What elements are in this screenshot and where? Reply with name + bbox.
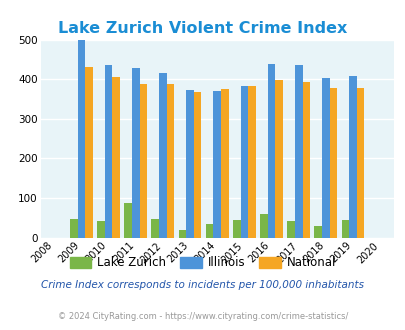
Bar <box>166 84 174 238</box>
Bar <box>70 218 77 238</box>
Bar <box>186 90 193 238</box>
Bar <box>341 220 348 238</box>
Bar <box>267 64 275 238</box>
Bar <box>193 92 201 238</box>
Bar <box>139 84 147 238</box>
Bar <box>213 91 220 238</box>
Bar <box>314 226 321 238</box>
Bar <box>302 82 309 238</box>
Text: © 2024 CityRating.com - https://www.cityrating.com/crime-statistics/: © 2024 CityRating.com - https://www.city… <box>58 312 347 321</box>
Bar <box>159 73 166 238</box>
Text: Crime Index corresponds to incidents per 100,000 inhabitants: Crime Index corresponds to incidents per… <box>41 280 364 290</box>
Bar <box>205 224 213 238</box>
Bar <box>77 40 85 238</box>
Bar <box>240 86 247 238</box>
Bar <box>275 81 282 238</box>
Bar <box>356 87 364 238</box>
Bar <box>132 68 139 238</box>
Bar <box>348 76 356 238</box>
Bar <box>329 87 337 238</box>
Bar <box>220 89 228 238</box>
Bar <box>85 67 92 238</box>
Bar <box>287 221 294 238</box>
Bar <box>232 220 240 238</box>
Bar <box>104 65 112 238</box>
Bar <box>178 230 186 238</box>
Bar <box>247 86 255 238</box>
Legend: Lake Zurich, Illinois, National: Lake Zurich, Illinois, National <box>65 252 340 274</box>
Text: Lake Zurich Violent Crime Index: Lake Zurich Violent Crime Index <box>58 21 347 36</box>
Bar <box>321 78 329 238</box>
Bar <box>124 203 132 238</box>
Bar <box>97 220 104 238</box>
Bar <box>112 77 119 238</box>
Bar <box>294 65 302 238</box>
Bar <box>151 219 159 238</box>
Bar <box>260 214 267 238</box>
